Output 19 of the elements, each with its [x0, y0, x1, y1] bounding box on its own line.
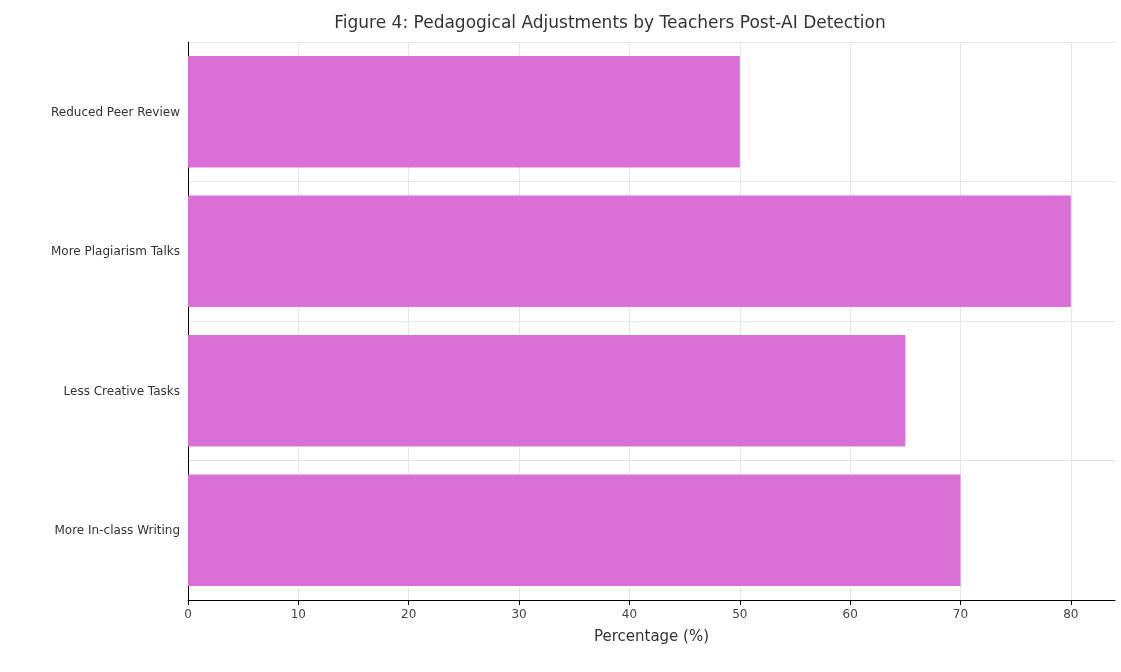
bar [188, 55, 740, 168]
x-tick-label: 10 [290, 607, 306, 621]
x-tick-label: 60 [842, 607, 858, 621]
chart-title: Figure 4: Pedagogical Adjustments by Teachers Post-AI Detection [334, 11, 886, 32]
x-tick-label: 50 [732, 607, 748, 621]
bar [188, 334, 906, 447]
bar [188, 195, 1071, 308]
x-tick-label: 70 [952, 607, 969, 621]
y-tick-label: More Plagiarism Talks [50, 244, 180, 259]
x-tick-label: 80 [1063, 607, 1079, 621]
x-tick-label: 20 [401, 607, 417, 621]
x-axis-title: Percentage (%) [593, 626, 710, 645]
x-tick-label: 0 [184, 607, 192, 621]
y-tick-label: Less Creative Tasks [63, 383, 180, 398]
x-tick-label: 40 [621, 607, 638, 621]
y-tick-label: Reduced Peer Review [51, 104, 181, 119]
bar [188, 474, 961, 587]
y-tick-label: More In-class Writing [54, 523, 180, 538]
x-tick-label: 30 [511, 607, 527, 621]
